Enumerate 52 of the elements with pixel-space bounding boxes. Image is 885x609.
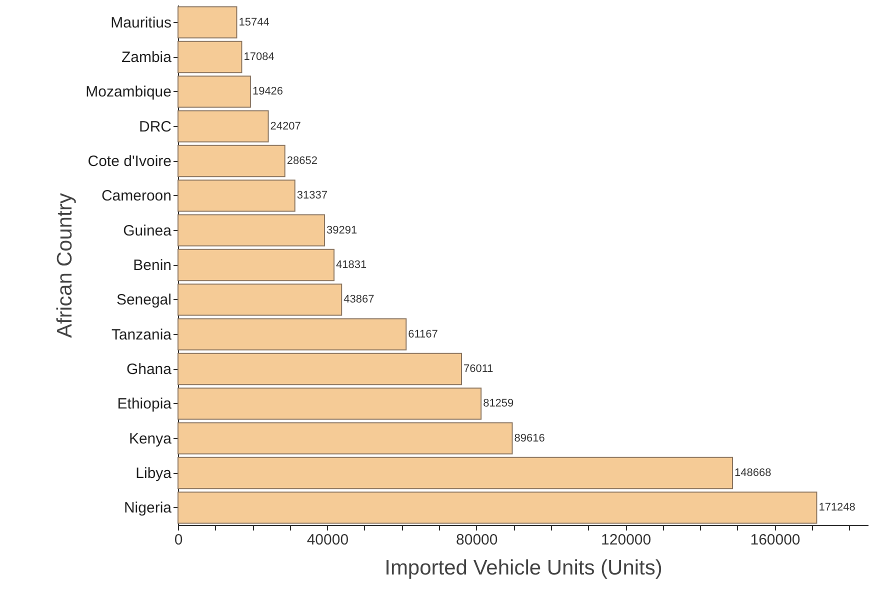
data-label: 31337: [296, 190, 328, 202]
bar: [178, 214, 326, 246]
bar: [178, 76, 251, 108]
y-tick-label: Ghana: [126, 361, 172, 378]
bar: [178, 144, 286, 178]
y-tick-label: Ethiopia: [117, 396, 172, 413]
bar: [178, 180, 296, 212]
x-axis-title: Imported Vehicle Units (Units): [384, 556, 662, 580]
bar: [178, 456, 733, 490]
x-tick-label: 120000: [601, 532, 652, 548]
x-tick-label: 0: [174, 532, 183, 548]
bar: [178, 110, 269, 142]
data-label: 41831: [336, 259, 367, 271]
data-label: 81259: [483, 398, 514, 410]
data-label: 89616: [514, 432, 545, 444]
y-tick-label: Nigeria: [124, 500, 172, 517]
bar: [178, 422, 513, 454]
y-tick-label: Mauritius: [110, 14, 172, 32]
bar: [178, 352, 462, 386]
data-label: 17084: [244, 51, 274, 63]
data-label: 76011: [464, 363, 494, 375]
x-tick-label: 160000: [750, 532, 800, 548]
bar: [178, 284, 342, 316]
y-tick-label: Senegal: [116, 292, 172, 309]
data-label: 24207: [270, 120, 301, 132]
bar: [178, 388, 482, 420]
y-axis-title: African Country: [54, 192, 77, 338]
y-tick-label: Kenya: [128, 430, 172, 448]
data-label: 148668: [734, 467, 772, 479]
y-tick-label: DRC: [139, 118, 172, 136]
data-label: 61167: [408, 328, 438, 340]
y-tick-label: Cameroon: [101, 188, 172, 205]
x-tick-label: 80000: [456, 532, 498, 548]
bar: [178, 6, 238, 38]
y-tick-label: Benin: [133, 257, 172, 274]
bar: [178, 40, 242, 74]
data-label: 43867: [344, 294, 374, 306]
bar: [178, 248, 335, 282]
x-tick-label: 40000: [306, 532, 349, 548]
y-tick-label: Zambia: [121, 49, 172, 66]
y-tick-label: Tanzania: [111, 326, 172, 344]
y-tick-label: Mozambique: [86, 84, 172, 101]
y-tick-label: Libya: [136, 465, 172, 482]
data-label: 39291: [326, 224, 358, 236]
y-tick-label: Cote d'Ivoire: [88, 153, 172, 170]
data-label: 171248: [818, 502, 856, 514]
bar: [178, 492, 818, 524]
data-label: 28652: [286, 155, 318, 167]
data-label: 15744: [238, 16, 270, 28]
y-tick-label: Guinea: [123, 222, 172, 240]
bar: [178, 318, 407, 350]
data-label: 19426: [252, 86, 284, 98]
